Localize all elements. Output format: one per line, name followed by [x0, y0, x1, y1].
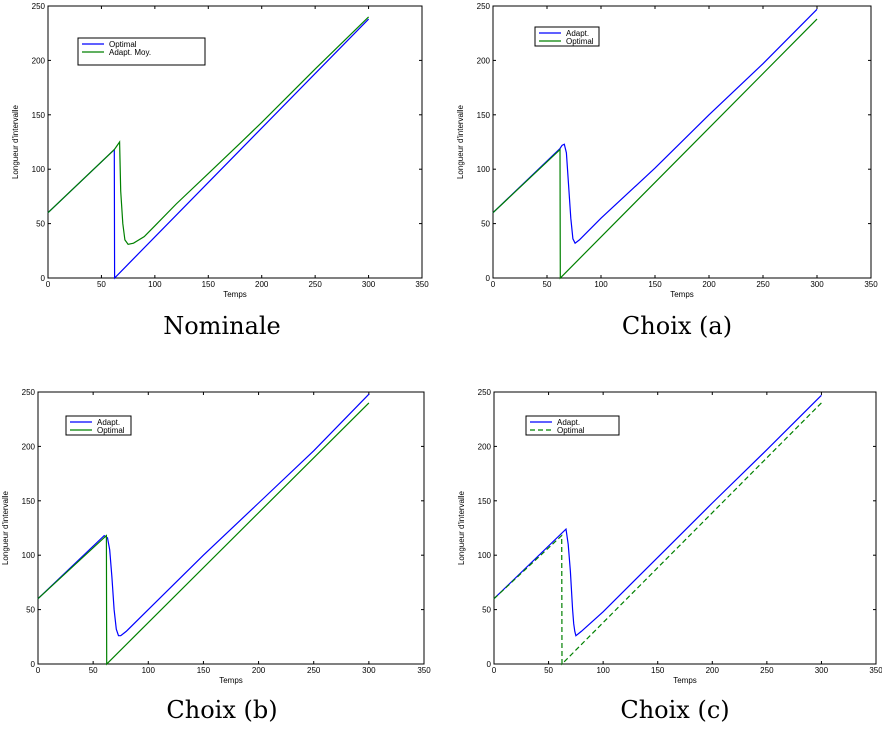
x-tick-label: 100 [596, 666, 610, 675]
y-tick-label: 100 [478, 551, 492, 560]
x-tick-label: 350 [417, 666, 431, 675]
x-tick-label: 100 [594, 280, 608, 289]
x-tick-label: 250 [307, 666, 321, 675]
x-tick-label: 350 [864, 280, 878, 289]
legend-label: Adapt. [557, 418, 580, 427]
x-tick-label: 350 [415, 280, 429, 289]
y-tick-label: 50 [26, 606, 35, 615]
series-line-adapt [492, 8, 818, 245]
y-tick-label: 250 [478, 388, 492, 397]
x-tick-label: 200 [252, 666, 266, 675]
y-axis-label: Longueur d'intervalle [11, 104, 20, 179]
y-tick-label: 150 [32, 111, 46, 120]
chart-panel-choix-a: 0 50 100 150 200 250 300 350 0 50 100 150 200 250 Temp… [441, 0, 882, 366]
y-tick-label: 150 [477, 111, 491, 120]
legend-label: Adapt. Moy. [109, 48, 151, 57]
y-axis-label: Longueur d'intervalle [457, 490, 466, 565]
series-line-optimal [493, 402, 822, 666]
x-axis-label: Temps [670, 290, 694, 299]
legend-label: Optimal [557, 426, 585, 435]
y-tick-label: 150 [478, 497, 492, 506]
chart-caption: Choix (b) [166, 696, 278, 724]
y-tick-label: 0 [487, 660, 492, 669]
chart-panel-choix-b: 0 50 100 150 200 250 300 350 0 50 100 150 200 250 Temp… [0, 366, 441, 733]
x-tick-label: 300 [815, 666, 829, 675]
y-tick-label: 0 [486, 274, 491, 283]
y-tick-label: 100 [477, 165, 491, 174]
x-tick-label: 300 [810, 280, 824, 289]
x-tick-label: 150 [651, 666, 665, 675]
legend-label: Adapt. [566, 29, 589, 38]
x-tick-label: 300 [362, 666, 376, 675]
x-tick-label: 0 [492, 666, 497, 675]
legend-label: Optimal [566, 37, 594, 46]
chart-caption: Choix (c) [620, 696, 730, 724]
x-tick-label: 50 [544, 666, 553, 675]
series-line-adapt [493, 394, 822, 637]
y-tick-label: 50 [482, 606, 491, 615]
x-tick-label: 50 [543, 280, 552, 289]
x-tick-label: 100 [142, 666, 156, 675]
chart-svg-choix-a: 0 50 100 150 200 250 300 350 0 50 100 150 200 250 Temp… [456, 2, 878, 299]
x-tick-label: 250 [308, 280, 322, 289]
x-tick-label: 300 [362, 280, 376, 289]
chart-caption: Nominale [163, 312, 281, 340]
y-tick-label: 200 [477, 56, 491, 65]
x-tick-label: 100 [148, 280, 162, 289]
y-tick-label: 0 [31, 660, 36, 669]
plot-area [37, 391, 425, 665]
x-tick-label: 200 [255, 280, 269, 289]
x-tick-label: 0 [491, 280, 496, 289]
x-tick-label: 150 [197, 666, 211, 675]
y-tick-label: 50 [481, 220, 490, 229]
y-tick-label: 200 [478, 442, 492, 451]
y-tick-label: 200 [32, 56, 46, 65]
x-tick-label: 0 [36, 666, 41, 675]
series-line-optimal [37, 402, 370, 666]
x-tick-label: 200 [702, 280, 716, 289]
x-tick-label: 200 [706, 666, 720, 675]
x-tick-label: 150 [202, 280, 216, 289]
x-tick-label: 350 [869, 666, 882, 675]
series-line-adapt-moy [47, 16, 370, 245]
legend-label: Optimal [97, 426, 125, 435]
series-line-optimal [492, 18, 818, 280]
x-tick-label: 250 [756, 280, 770, 289]
y-tick-label: 250 [22, 388, 36, 397]
x-tick-label: 50 [89, 666, 98, 675]
chart-caption: Choix (a) [621, 312, 733, 340]
x-tick-label: 150 [648, 280, 662, 289]
y-tick-label: 0 [41, 274, 46, 283]
x-tick-label: 50 [97, 280, 106, 289]
y-tick-label: 100 [32, 165, 46, 174]
plot-area [493, 391, 877, 665]
y-tick-label: 50 [36, 220, 45, 229]
x-tick-label: 0 [46, 280, 51, 289]
x-axis-label: Temps [673, 676, 697, 685]
x-axis-label: Temps [223, 290, 247, 299]
chart-svg-choix-b: 0 50 100 150 200 250 300 350 0 50 100 150 200 250 Temp… [1, 388, 431, 685]
legend-label: Adapt. [97, 418, 120, 427]
chart-svg-nominale: 0 50 100 150 200 250 300 350 0 50 100 150 200 250 Temp… [11, 2, 429, 299]
chart-panel-nominale: 0 50 100 150 200 250 300 350 0 50 100 150 200 250 Temp… [0, 0, 441, 366]
series-line-adapt [37, 393, 370, 637]
chart-panel-choix-c: 0 50 100 150 200 250 300 350 0 50 100 150 200 250 Temp… [441, 366, 882, 733]
y-tick-label: 150 [22, 497, 36, 506]
y-axis-label: Longueur d'intervalle [1, 490, 10, 565]
y-tick-label: 250 [32, 2, 46, 11]
legend-label: Optimal [109, 40, 137, 49]
y-tick-label: 200 [22, 442, 36, 451]
x-axis-label: Temps [219, 676, 243, 685]
y-tick-label: 100 [22, 551, 36, 560]
y-tick-label: 250 [477, 2, 491, 11]
x-tick-label: 250 [760, 666, 774, 675]
y-axis-label: Longueur d'intervalle [456, 104, 465, 179]
chart-svg-choix-c: 0 50 100 150 200 250 300 350 0 50 100 150 200 250 Temp… [457, 388, 882, 685]
